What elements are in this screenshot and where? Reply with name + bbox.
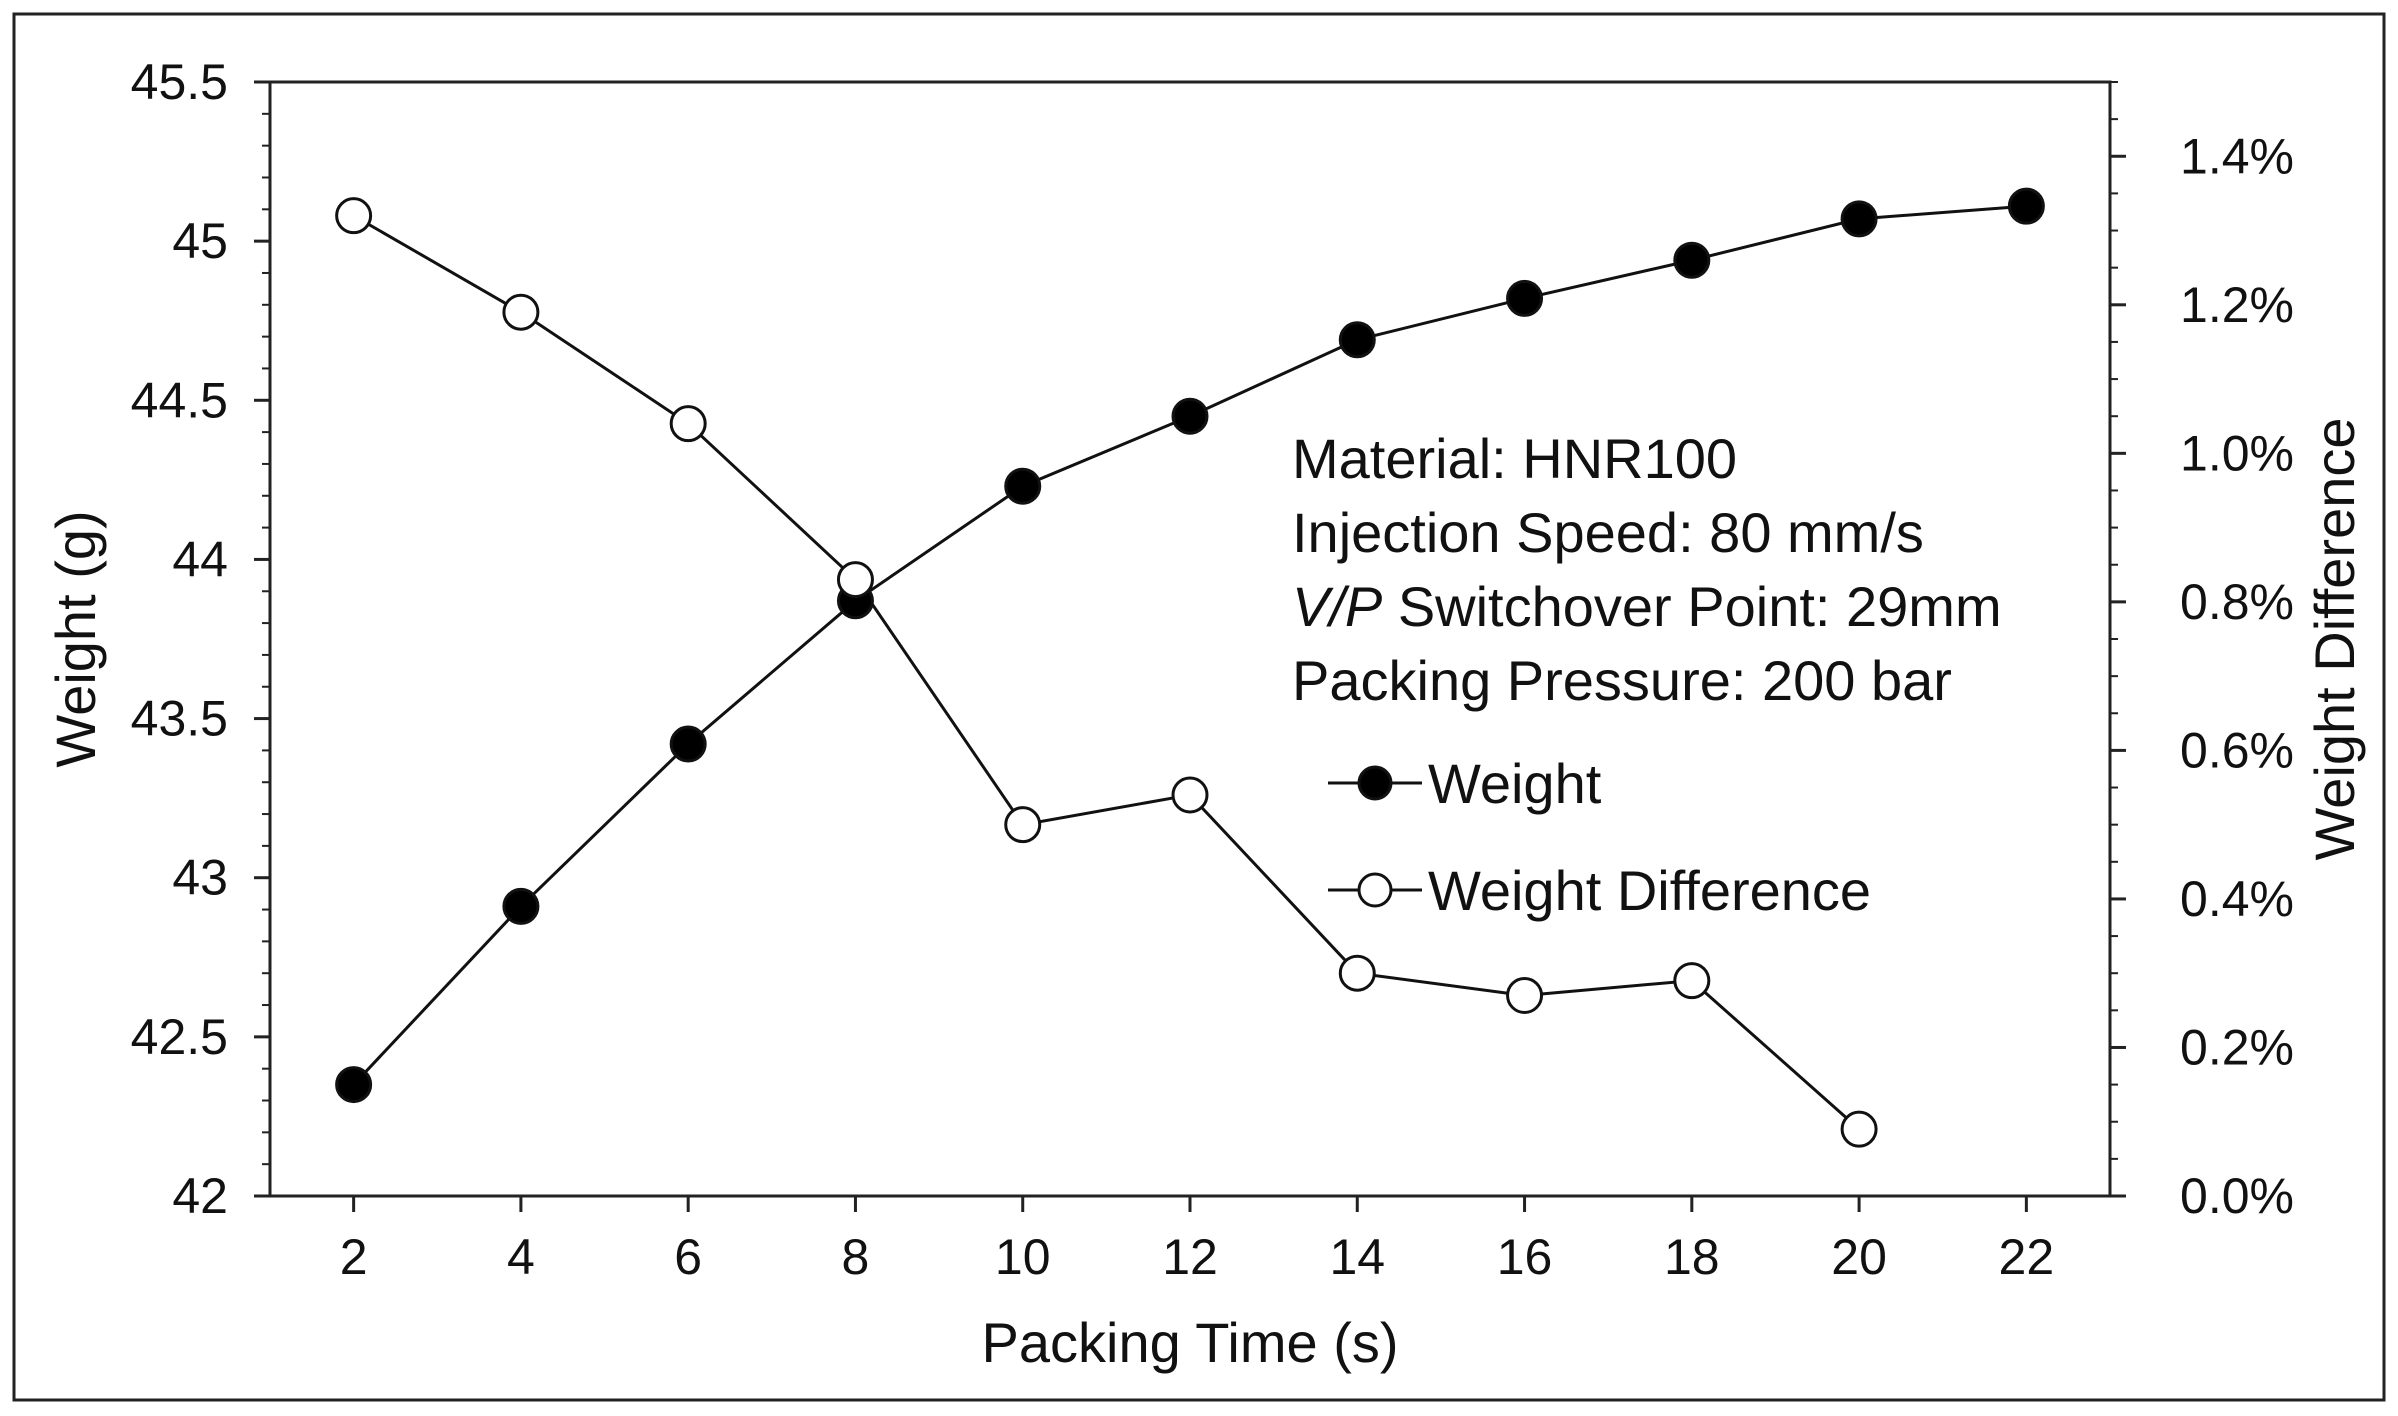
x-axis-ticks: 2 4 6 8 10 12 14 16 18 20 22 — [340, 1196, 2054, 1285]
legend-label-weight-difference: Weight Difference — [1428, 859, 1871, 922]
y-tick-label: 42 — [172, 1168, 228, 1224]
legend: Weight Weight Difference — [1328, 752, 1871, 922]
data-point-weight — [335, 1066, 373, 1104]
annotation-vp-text: Switchover Point: 29mm — [1382, 575, 2001, 638]
x-tick-label: 20 — [1831, 1229, 1887, 1285]
series-points — [335, 187, 2045, 1148]
annotation-vp-italic: V/P — [1292, 575, 1382, 638]
annotation-vp-switchover: V/P Switchover Point: 29mm — [1292, 575, 2002, 638]
annotation-packing-pressure: Packing Pressure: 200 bar — [1292, 649, 1952, 712]
y-axis-ticks: 42 42.5 43 43.5 44 44.5 45 45.5 — [131, 54, 270, 1224]
data-point-weight — [1004, 467, 1042, 505]
figure-frame — [12, 12, 2386, 1402]
data-point-weight-difference — [335, 197, 373, 235]
data-point-weight-difference — [1506, 976, 1544, 1014]
data-point-weight-difference — [836, 561, 874, 599]
data-point-weight-difference — [1004, 806, 1042, 844]
y-tick-label: 45 — [172, 213, 228, 269]
data-point-weight — [1338, 321, 1376, 359]
y2-tick-label: 0.0% — [2180, 1168, 2294, 1224]
y-tick-label: 45.5 — [131, 54, 228, 110]
y-tick-label: 43.5 — [131, 691, 228, 747]
y2-tick-label: 1.0% — [2180, 425, 2294, 481]
x-tick-label: 16 — [1497, 1229, 1553, 1285]
x-tick-label: 6 — [674, 1229, 702, 1285]
annotation-injection-speed: Injection Speed: 80 mm/s — [1292, 501, 1924, 564]
y-tick-label: 42.5 — [131, 1009, 228, 1065]
series-line-weight-difference — [352, 214, 1861, 1131]
y2-tick-label: 0.2% — [2180, 1019, 2294, 1075]
x-tick-label: 22 — [1999, 1229, 2055, 1285]
legend-marker-weight — [1357, 765, 1393, 801]
data-point-weight — [2007, 187, 2045, 225]
y2-tick-label: 0.8% — [2180, 574, 2294, 630]
x-tick-label: 14 — [1329, 1229, 1385, 1285]
data-point-weight-difference — [1171, 776, 1209, 814]
legend-marker-weight-difference — [1357, 872, 1393, 908]
y2-axis-ticks: 0.0% 0.2% 0.4% 0.6% 0.8% 1.0% 1.2% 1.4% — [2110, 81, 2294, 1224]
data-point-weight — [1840, 200, 1878, 238]
x-axis-title: Packing Time (s) — [982, 1311, 1399, 1374]
data-point-weight — [1171, 397, 1209, 435]
data-point-weight-difference — [1840, 1110, 1878, 1148]
y2-tick-label: 0.4% — [2180, 871, 2294, 927]
y2-tick-label: 1.2% — [2180, 277, 2294, 333]
annotation-material: Material: HNR100 — [1292, 427, 1737, 490]
data-point-weight-difference — [1338, 954, 1376, 992]
y-tick-label: 44.5 — [131, 372, 228, 428]
annotation-block: Material: HNR100 Injection Speed: 80 mm/… — [1292, 427, 2002, 712]
x-tick-label: 10 — [995, 1229, 1051, 1285]
x-tick-label: 4 — [507, 1229, 535, 1285]
data-point-weight-difference — [669, 405, 707, 443]
data-point-weight — [1673, 241, 1711, 279]
data-point-weight-difference — [502, 293, 540, 331]
x-tick-label: 12 — [1162, 1229, 1218, 1285]
y2-axis-title: Weight Difference — [2303, 417, 2366, 860]
legend-label-weight: Weight — [1428, 752, 1602, 815]
y-tick-label: 44 — [172, 531, 228, 587]
data-point-weight — [502, 887, 540, 925]
data-point-weight-difference — [1673, 962, 1711, 1000]
y2-tick-label: 0.6% — [2180, 722, 2294, 778]
y-tick-label: 43 — [172, 850, 228, 906]
data-point-weight — [1506, 279, 1544, 317]
x-tick-label: 2 — [340, 1229, 368, 1285]
series-line-weight — [352, 204, 2027, 1086]
data-point-weight — [669, 725, 707, 763]
x-tick-label: 18 — [1664, 1229, 1720, 1285]
x-tick-label: 8 — [842, 1229, 870, 1285]
y-axis-title: Weight (g) — [44, 510, 107, 767]
y2-tick-label: 1.4% — [2180, 128, 2294, 184]
plot-frame — [268, 80, 2112, 1198]
